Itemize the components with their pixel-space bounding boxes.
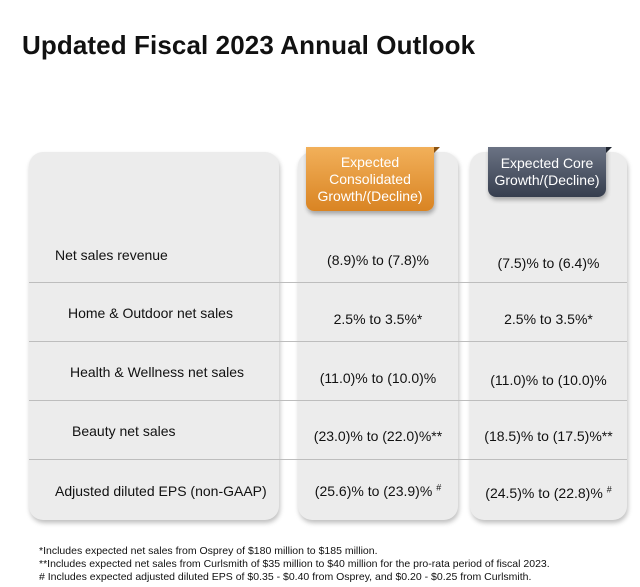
row-divider	[29, 341, 627, 342]
footnote-curlsmith: **Includes expected net sales from Curls…	[39, 558, 550, 570]
core-column-header: Expected Core Growth/(Decline)	[488, 147, 612, 197]
row-label-net-sales: Net sales revenue	[55, 247, 168, 263]
cell-beauty-core: (18.5)% to (17.5)%**	[484, 428, 613, 444]
cell-health-wellness-consolidated: (11.0)% to (10.0)%	[319, 370, 437, 386]
core-header-label: Expected Core Growth/(Decline)	[494, 155, 600, 188]
row-divider	[29, 400, 627, 401]
cell-home-outdoor-core: 2.5% to 3.5%*	[504, 311, 593, 327]
page-title: Updated Fiscal 2023 Annual Outlook	[22, 30, 476, 60]
footnote-eps: # Includes expected adjusted diluted EPS…	[39, 571, 532, 583]
consolidated-panel	[298, 152, 458, 520]
row-label-home-outdoor: Home & Outdoor net sales	[68, 305, 233, 321]
row-label-beauty: Beauty net sales	[72, 423, 176, 439]
cell-adjusted-eps-consolidated: (25.6)% to (23.9)% #	[314, 482, 442, 499]
cell-net-sales-core: (7.5)% to (6.4)%	[497, 255, 600, 271]
footnotes: *Includes expected net sales from Osprey…	[39, 545, 550, 584]
cell-net-sales-consolidated: (8.9)% to (7.8)%	[327, 252, 429, 268]
row-divider	[29, 459, 627, 460]
cell-health-wellness-core: (11.0)% to (10.0)%	[490, 372, 607, 388]
core-panel	[470, 152, 627, 520]
footnote-osprey: *Includes expected net sales from Osprey…	[39, 545, 378, 557]
cell-home-outdoor-consolidated: 2.5% to 3.5%*	[333, 311, 423, 327]
row-labels-panel	[29, 152, 279, 520]
cell-adjusted-eps-core: (24.5)% to (22.8)% #	[485, 484, 612, 501]
consolidated-header-label: Expected Consolidated Growth/(Decline)	[317, 153, 423, 204]
row-divider	[29, 282, 627, 283]
row-label-adjusted-eps: Adjusted diluted EPS (non-GAAP)	[55, 483, 267, 499]
consolidated-column-header: Expected Consolidated Growth/(Decline)	[306, 147, 440, 211]
row-label-health-wellness: Health & Wellness net sales	[70, 364, 245, 380]
cell-beauty-consolidated: (23.0)% to (22.0)%**	[313, 428, 443, 444]
